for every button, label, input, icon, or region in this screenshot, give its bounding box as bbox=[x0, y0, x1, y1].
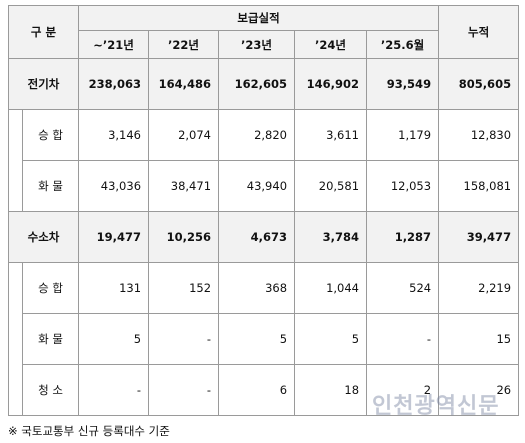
indent-cell bbox=[8, 109, 23, 212]
value-cell: 18 bbox=[294, 364, 368, 416]
value-cell: 152 bbox=[148, 262, 220, 314]
value-cell: 12,830 bbox=[438, 109, 520, 161]
value-cell: 524 bbox=[366, 262, 440, 314]
watermark: 인천광역신문 bbox=[372, 393, 500, 419]
value-cell: 19,477 bbox=[78, 211, 150, 263]
value-cell: 3,784 bbox=[294, 211, 368, 263]
value-cell: 2,820 bbox=[218, 109, 296, 161]
value-cell: 93,549 bbox=[366, 58, 440, 110]
row-label: 청 소 bbox=[21, 364, 80, 416]
header-cell: ’23년 bbox=[218, 30, 296, 59]
header-cell: ’24년 bbox=[294, 30, 368, 59]
value-cell: 805,605 bbox=[438, 58, 520, 110]
value-cell: 1,179 bbox=[366, 109, 440, 161]
table-row: 화 물 43,036 38,471 43,940 20,581 12,053 158,081 bbox=[9, 160, 520, 212]
table-row: 수소차 19,477 10,256 4,673 3,784 1,287 39,477 bbox=[7, 211, 520, 263]
value-cell: - bbox=[366, 313, 440, 365]
value-cell: 5 bbox=[294, 313, 368, 365]
value-cell: 5 bbox=[78, 313, 150, 365]
header-cell: 구 분 bbox=[7, 5, 80, 59]
value-cell: 43,036 bbox=[78, 160, 150, 212]
value-cell: 1,287 bbox=[366, 211, 440, 263]
value-cell: 43,940 bbox=[218, 160, 296, 212]
data-table: 구 분 보급실적 누적 ~’21년 ’22년 ’23년 ’24년 ’25.6월 전기차 238,0… bbox=[7, 5, 520, 416]
row-label: 화 물 bbox=[21, 160, 80, 212]
header-cell: 누적 bbox=[438, 5, 520, 59]
value-cell: 3,611 bbox=[294, 109, 368, 161]
value-cell: 12,053 bbox=[366, 160, 440, 212]
value-cell: 20,581 bbox=[294, 160, 368, 212]
value-cell: 5 bbox=[218, 313, 296, 365]
table-row: ~’21년 ’22년 ’23년 ’24년 ’25.6월 bbox=[9, 30, 519, 59]
group-label: 전기차 bbox=[7, 58, 80, 110]
value-cell: 368 bbox=[218, 262, 296, 314]
value-cell: 38,471 bbox=[148, 160, 220, 212]
value-cell: 15 bbox=[438, 313, 520, 365]
row-label: 승 합 bbox=[21, 262, 80, 314]
table-row: 승 합 3,146 2,074 2,820 3,611 1,179 12,830 bbox=[8, 109, 520, 212]
value-cell: 162,605 bbox=[218, 58, 296, 110]
value-cell: 4,673 bbox=[218, 211, 296, 263]
value-cell: - bbox=[148, 364, 220, 416]
table-row: 청 소 - -6 18 2 26 bbox=[9, 364, 520, 416]
value-cell: - bbox=[78, 364, 150, 416]
value-cell: 2,074 bbox=[148, 109, 220, 161]
header-cell: ’25.6월 bbox=[366, 30, 440, 59]
value-cell: 131 bbox=[78, 262, 150, 314]
value-cell: 39,477 bbox=[438, 211, 520, 263]
indent-cell bbox=[8, 262, 23, 416]
table-row: 화 물 5-5 5-15 bbox=[9, 313, 520, 365]
header-cell: 보급실적 bbox=[78, 5, 440, 31]
value-cell: 6 bbox=[218, 364, 296, 416]
table-row: 전기차 238,063 164,486 162,605 146,902 93,549 805… bbox=[7, 58, 520, 110]
value-cell: 164,486 bbox=[148, 58, 220, 110]
row-label: 화 물 bbox=[21, 313, 80, 365]
value-cell: 3,146 bbox=[78, 109, 150, 161]
table-row: 승 합 131 152 368 1,044 524 2,219 bbox=[8, 262, 520, 416]
footnote: ※ 국토교통부 신규 등록대수 기준 bbox=[8, 424, 170, 438]
row-label: 승 합 bbox=[21, 109, 80, 161]
value-cell: 2,219 bbox=[438, 262, 520, 314]
value-cell: 2 bbox=[366, 364, 440, 416]
value-cell: 238,063 bbox=[78, 58, 150, 110]
table-row: 구 분 보급실적 누적 bbox=[7, 5, 520, 59]
group-label: 수소차 bbox=[7, 211, 80, 263]
value-cell: 10,256 bbox=[148, 211, 220, 263]
value-cell: 158,081 bbox=[438, 160, 520, 212]
value-cell: - bbox=[148, 313, 220, 365]
value-cell: 146,902 bbox=[294, 58, 368, 110]
header-cell: ’22년 bbox=[148, 30, 220, 59]
value-cell: 1,044 bbox=[294, 262, 368, 314]
value-cell: 26 bbox=[438, 364, 520, 416]
header-cell: ~’21년 bbox=[78, 30, 150, 59]
